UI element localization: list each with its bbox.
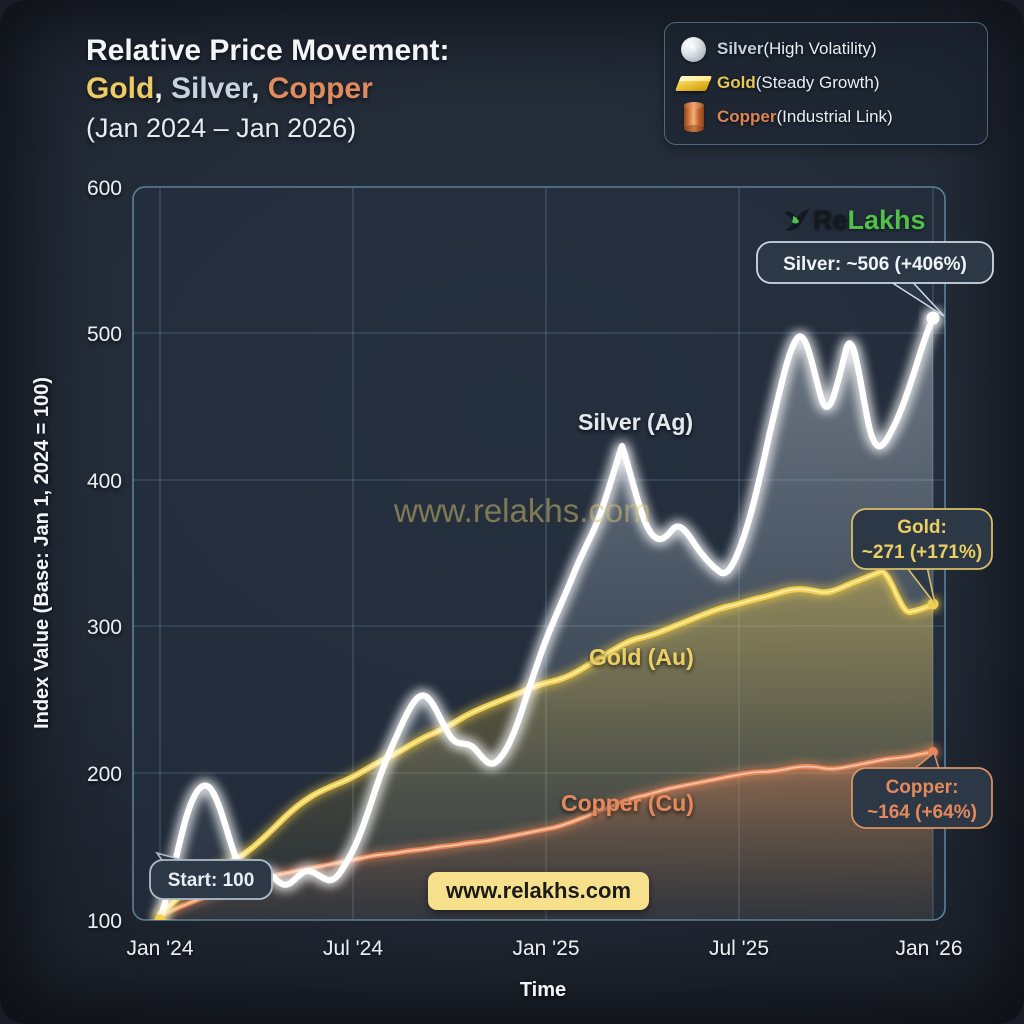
legend-label-copper: Copper xyxy=(717,107,777,126)
gold-line-highlight xyxy=(159,570,934,915)
title-sep-1: , xyxy=(154,72,171,105)
series-label-copper: Copper (Cu) xyxy=(561,790,694,816)
title-sep-2: , xyxy=(251,72,268,105)
title-gold: Gold xyxy=(86,72,155,105)
silver-end-marker xyxy=(926,311,940,325)
x-axis-label: Time xyxy=(520,979,566,1001)
copper-line-highlight xyxy=(159,751,934,917)
legend-note-silver: (High Volatility) xyxy=(763,39,877,58)
x-tick-jan24: Jan '24 xyxy=(126,937,193,960)
gold-bar-icon xyxy=(674,69,713,97)
legend: Silver (High Volatility) Gold (Steady Gr… xyxy=(664,22,988,145)
legend-note-copper: (Industrial Link) xyxy=(776,107,893,126)
website-badge-text: www.relakhs.com xyxy=(446,878,632,903)
callout-start-text: Start: 100 xyxy=(168,870,255,891)
title-line-3: (Jan 2024 – Jan 2026) xyxy=(86,113,357,143)
legend-note-gold: (Steady Growth) xyxy=(755,73,880,92)
callout-copper-text-line2: ~164 (+64%) xyxy=(867,802,977,823)
legend-label-gold: Gold xyxy=(717,73,756,92)
y-tick-100: 100 xyxy=(87,910,122,933)
callout-copper: Copper: ~164 (+64%) xyxy=(851,751,993,829)
x-tick-jul24: Jul '24 xyxy=(323,937,383,960)
relakhs-logo-text-2: Lakhs xyxy=(847,205,926,235)
relakhs-logo-text-1: Re xyxy=(813,205,848,235)
x-tick-jan25: Jan '25 xyxy=(512,937,579,960)
x-tick-jan26: Jan '26 xyxy=(895,937,962,960)
callout-gold: Gold: ~271 (+171%) xyxy=(851,508,993,605)
callout-silver-box xyxy=(756,241,994,284)
silver-coin-icon xyxy=(677,35,711,63)
callout-start-box xyxy=(149,859,273,900)
callout-gold-text-line2: ~271 (+171%) xyxy=(862,542,982,563)
relakhs-bird-icon xyxy=(782,208,812,234)
callout-gold-box xyxy=(851,508,993,570)
x-axis-ticks: Jan '24 Jul '24 Jan '25 Jul '25 Jan '26 xyxy=(126,937,962,960)
title-copper: Copper xyxy=(267,72,373,105)
page-title: Relative Price Movement: Gold, Silver, C… xyxy=(86,32,449,147)
watermark-text: www.relakhs.com xyxy=(393,492,651,529)
relakhs-logo[interactable]: Re Lakhs xyxy=(782,205,926,236)
callout-copper-box xyxy=(851,767,993,829)
legend-item-copper[interactable]: Copper (Industrial Link) xyxy=(677,100,977,134)
series-label-gold: Gold (Au) xyxy=(589,644,694,670)
copper-cylinder-icon xyxy=(677,102,711,132)
callout-silver: Silver: ~506 (+406%) xyxy=(756,241,994,317)
y-tick-300: 300 xyxy=(87,616,122,639)
start-marker xyxy=(154,914,166,920)
gold-end-marker xyxy=(927,598,939,610)
silver-line-core xyxy=(158,316,935,920)
title-silver: Silver xyxy=(171,72,252,105)
y-axis-label: Index Value (Base: Jan 1, 2024 = 100) xyxy=(31,377,53,729)
callout-silver-text: Silver: ~506 (+406%) xyxy=(783,254,967,275)
callout-copper-text-line1: Copper: xyxy=(886,777,959,798)
y-tick-400: 400 xyxy=(87,470,122,493)
y-axis-ticks: 600 500 400 300 200 100 xyxy=(87,177,122,933)
callout-start: Start: 100 xyxy=(149,851,273,900)
series-label-silver: Silver (Ag) xyxy=(578,409,693,435)
title-line-2: Gold, Silver, Copper xyxy=(86,69,449,109)
y-tick-200: 200 xyxy=(87,763,122,786)
copper-area xyxy=(160,752,933,920)
website-badge[interactable]: www.relakhs.com xyxy=(428,872,650,910)
copper-end-marker xyxy=(928,747,938,757)
callout-gold-text-line1: Gold: xyxy=(897,517,947,538)
legend-item-silver[interactable]: Silver (High Volatility) xyxy=(677,32,977,66)
y-tick-500: 500 xyxy=(87,323,122,346)
legend-item-gold[interactable]: Gold (Steady Growth) xyxy=(674,66,977,100)
x-tick-jul25: Jul '25 xyxy=(709,937,769,960)
y-tick-600: 600 xyxy=(87,177,122,200)
legend-label-silver: Silver xyxy=(717,39,764,58)
title-line-1: Relative Price Movement: xyxy=(86,34,450,67)
